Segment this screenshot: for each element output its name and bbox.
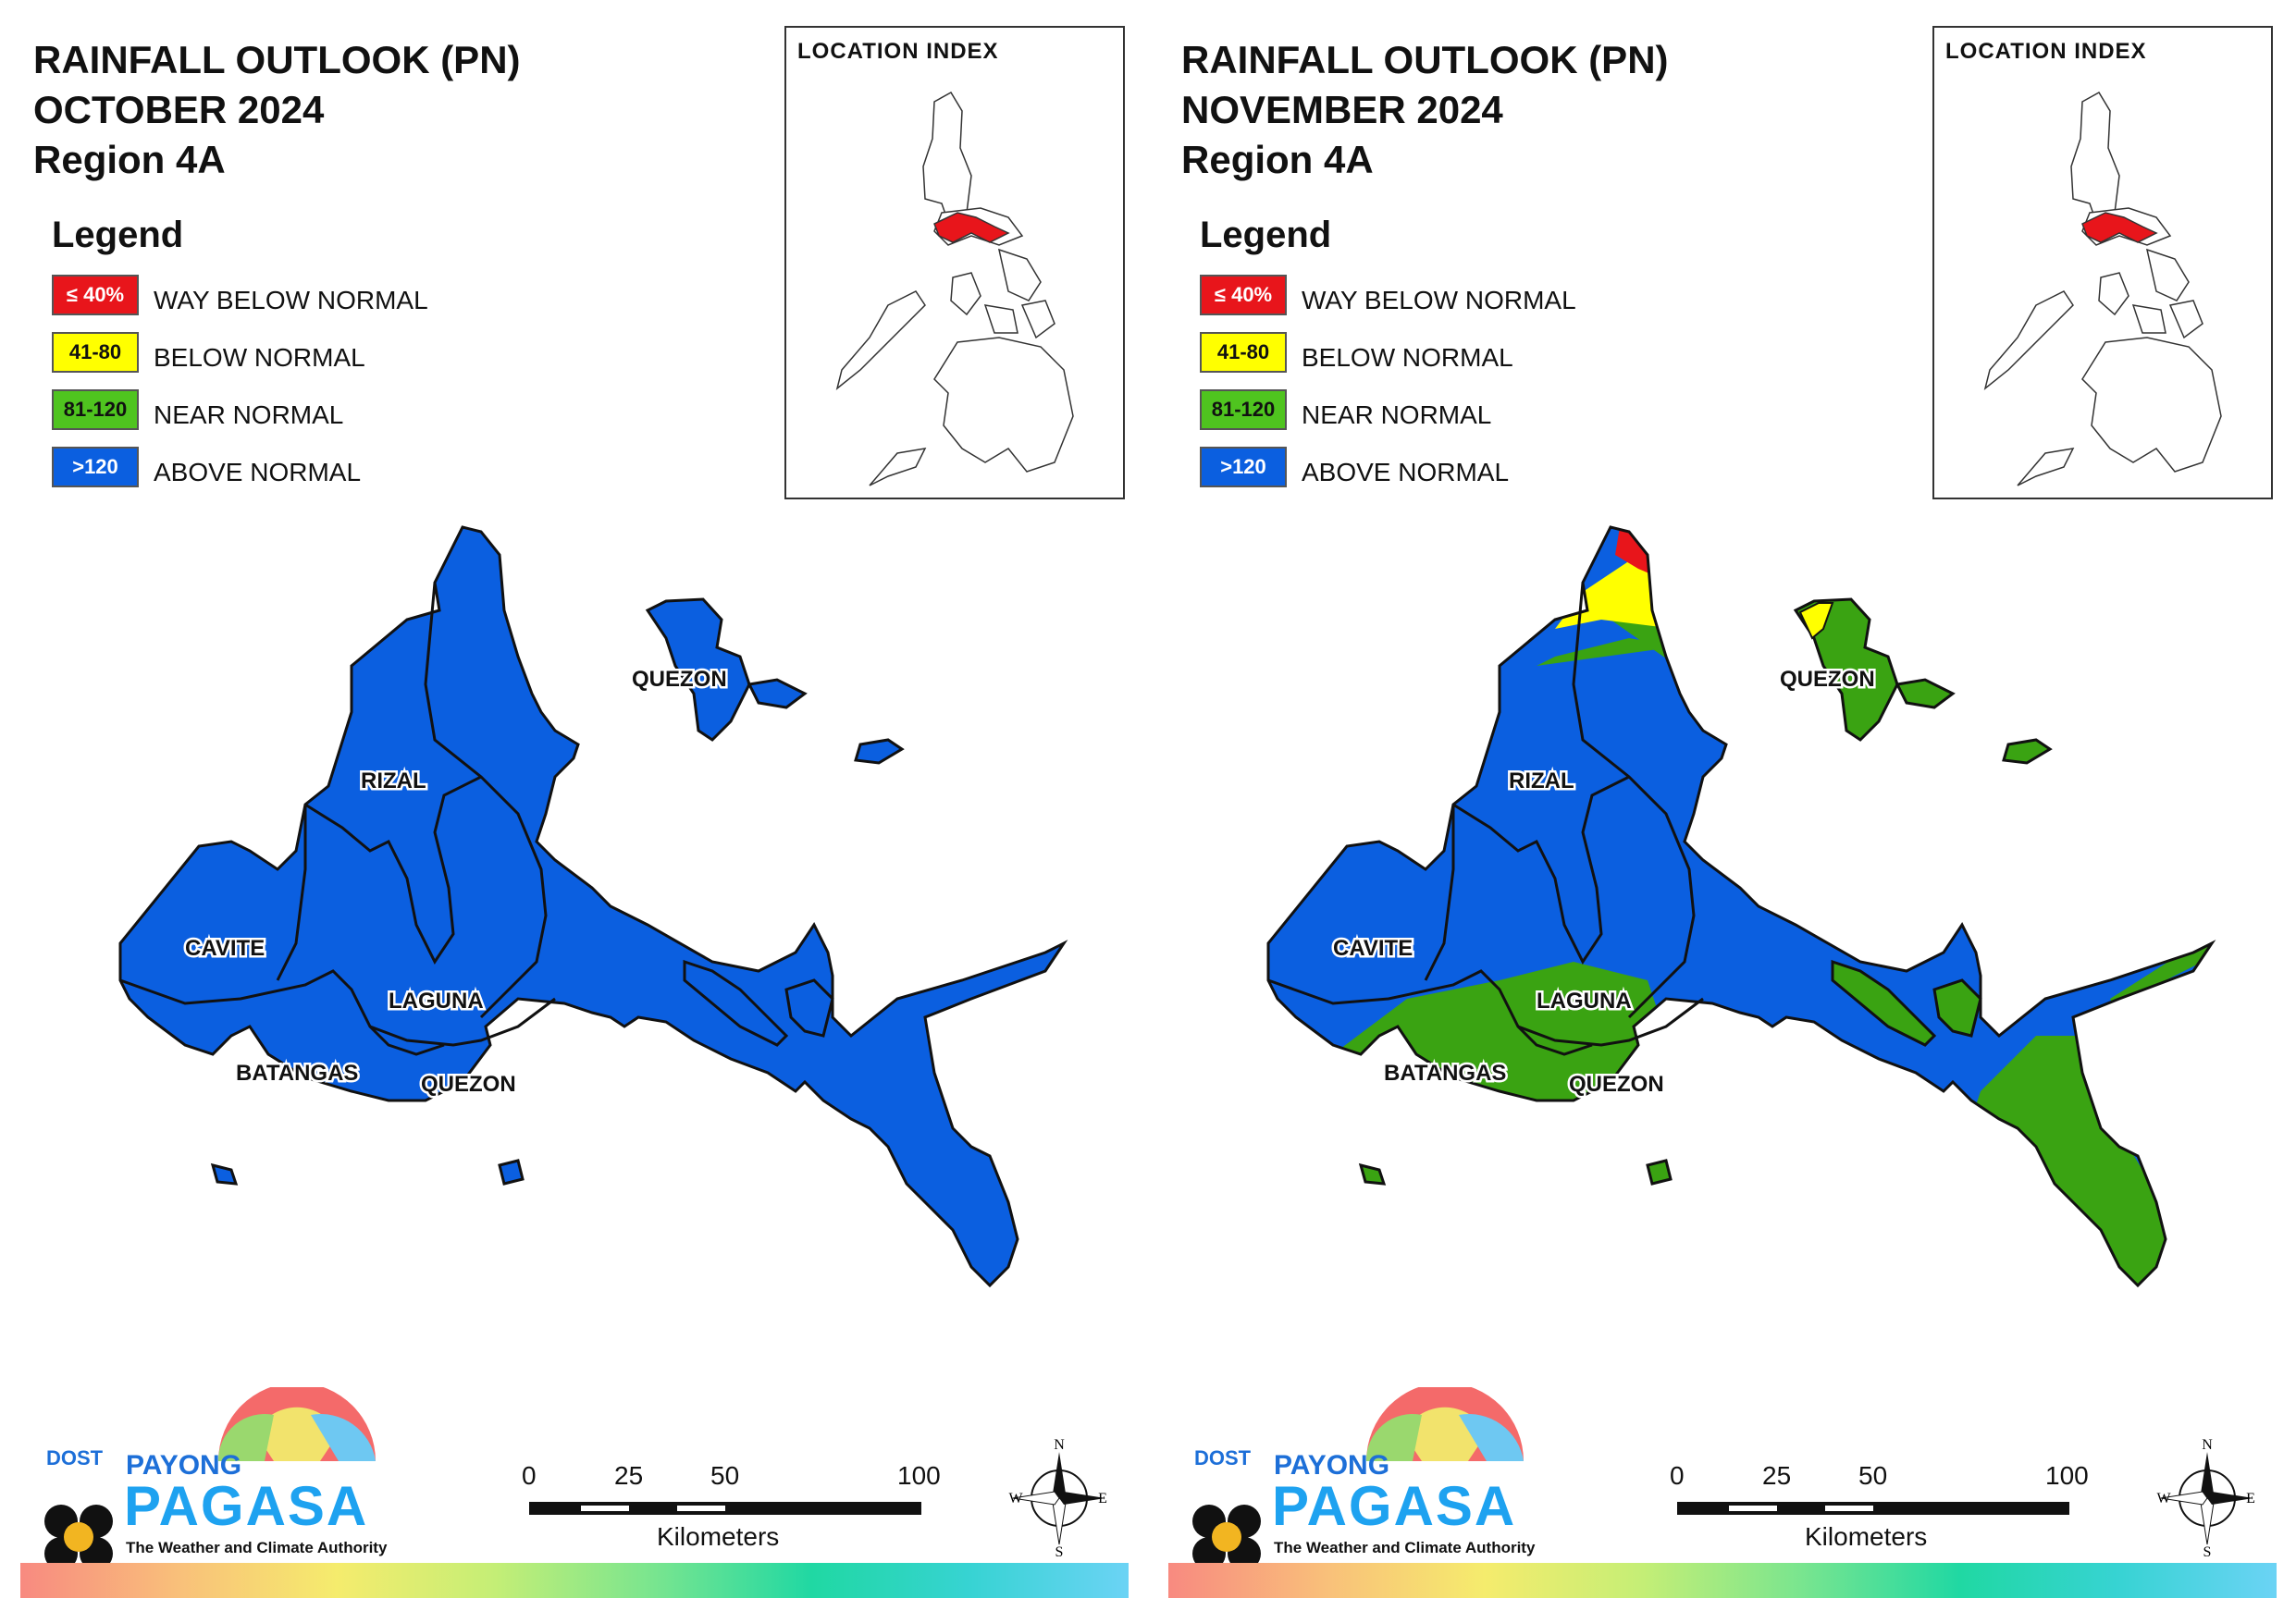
logo-pagasa: PAGASA <box>124 1475 369 1537</box>
scale-bar: 0 25 50 100 Kilometers <box>1670 1461 2089 1563</box>
panel-october: RAINFALL OUTLOOK (PN) OCTOBER 2024 Regio… <box>20 26 1129 1598</box>
compass-s: S <box>2203 1544 2212 1558</box>
logo-payong: PAYONG <box>1274 1450 1390 1481</box>
color-gradient-strip <box>1168 1563 2277 1598</box>
region-map-november: RIZAL CAVITE LAGUNA BATANGAS QUEZON QUEZ… <box>1266 525 2216 1288</box>
legend-label: BELOW NORMAL <box>1302 343 1513 372</box>
logo-payong: PAYONG <box>126 1450 242 1481</box>
scale-tick: 100 <box>897 1461 941 1490</box>
legend-swatch: 81-120 <box>52 389 139 430</box>
legend-item-way-below: ≤ 40% WAY BELOW NORMAL <box>52 275 440 332</box>
compass-n: N <box>2202 1438 2213 1453</box>
label-quezon-north: QUEZON <box>1780 667 1875 692</box>
region-map-october: RIZAL CAVITE LAGUNA BATANGAS QUEZON QUEZ… <box>118 525 1068 1288</box>
label-cavite: CAVITE <box>1333 936 1413 961</box>
legend-label: BELOW NORMAL <box>154 343 365 372</box>
map-title: RAINFALL OUTLOOK (PN) NOVEMBER 2024 Regi… <box>1181 35 1669 185</box>
title-line-1: RAINFALL OUTLOOK (PN) <box>1181 38 1669 81</box>
logo-dost: DOST <box>46 1446 104 1469</box>
compass-e: E <box>2246 1491 2255 1506</box>
label-rizal: RIZAL <box>361 768 426 793</box>
legend-item-above: >120 ABOVE NORMAL <box>1200 447 1588 504</box>
location-index-inset: LOCATION INDEX <box>784 26 1125 499</box>
scale-tick: 0 <box>522 1461 537 1490</box>
panel-november: RAINFALL OUTLOOK (PN) NOVEMBER 2024 Regi… <box>1148 0 2296 1623</box>
inset-title: LOCATION INDEX <box>797 39 999 64</box>
title-line-3: Region 4A <box>1181 138 1374 181</box>
logo-dost: DOST <box>1194 1446 1252 1469</box>
scale-tick: 100 <box>2045 1461 2089 1490</box>
title-line-2: NOVEMBER 2024 <box>1181 88 1503 131</box>
scale-tick: 50 <box>710 1461 740 1490</box>
legend-swatch: >120 <box>52 447 139 487</box>
compass-rose-icon: N S E W <box>2156 1437 2258 1560</box>
region-4a-highlight <box>933 212 1010 243</box>
compass-w: W <box>2156 1491 2171 1506</box>
legend-item-below: 41-80 BELOW NORMAL <box>1200 332 1588 389</box>
logo-pagasa: PAGASA <box>1272 1475 1517 1537</box>
compass-rose-icon: N S E W <box>1008 1437 1110 1560</box>
compass-e: E <box>1098 1491 1107 1506</box>
location-index-inset: LOCATION INDEX <box>1932 26 2273 499</box>
legend-label: NEAR NORMAL <box>154 400 344 429</box>
label-cavite: CAVITE <box>185 936 265 961</box>
legend-label: ABOVE NORMAL <box>154 458 362 486</box>
region-4a-highlight <box>2081 212 2158 243</box>
compass-s: S <box>1055 1544 1064 1558</box>
scale-tick: 0 <box>1670 1461 1685 1490</box>
color-gradient-strip <box>20 1563 1129 1598</box>
legend-label: ABOVE NORMAL <box>1302 458 1510 486</box>
pagasa-logo: DOST PAYONG PAGASA The Weather and Clima… <box>1181 1383 1551 1570</box>
legend-swatch: 81-120 <box>1200 389 1287 430</box>
legend-swatch: 41-80 <box>52 332 139 373</box>
title-line-3: Region 4A <box>33 138 226 181</box>
label-laguna: LAGUNA <box>1537 989 1632 1014</box>
label-batangas: BATANGAS <box>1384 1061 1506 1086</box>
legend-swatch: >120 <box>1200 447 1287 487</box>
legend-swatch: 41-80 <box>1200 332 1287 373</box>
logo-tagline: The Weather and Climate Authority <box>1274 1539 1536 1556</box>
label-rizal: RIZAL <box>1509 768 1574 793</box>
scale-bar: 0 25 50 100 Kilometers <box>522 1461 941 1563</box>
label-batangas: BATANGAS <box>236 1061 358 1086</box>
legend-item-near: 81-120 NEAR NORMAL <box>1200 389 1588 447</box>
legend: Legend ≤ 40% WAY BELOW NORMAL 41-80 BELO… <box>52 215 440 504</box>
title-line-1: RAINFALL OUTLOOK (PN) <box>33 38 521 81</box>
label-quezon-south: QUEZON <box>1569 1072 1664 1097</box>
map-title: RAINFALL OUTLOOK (PN) OCTOBER 2024 Regio… <box>33 35 521 185</box>
label-laguna: LAGUNA <box>389 989 484 1014</box>
scale-unit: Kilometers <box>657 1522 780 1551</box>
legend-title: Legend <box>1200 215 1332 255</box>
umbrella-icon <box>44 1383 376 1570</box>
scale-tick: 25 <box>614 1461 644 1490</box>
legend-item-way-below: ≤ 40% WAY BELOW NORMAL <box>1200 275 1588 332</box>
legend-item-above: >120 ABOVE NORMAL <box>52 447 440 504</box>
pagasa-logo: DOST PAYONG PAGASA The Weather and Clima… <box>33 1383 403 1570</box>
scale-bar-track <box>529 1502 921 1515</box>
scale-tick: 50 <box>1858 1461 1888 1490</box>
legend-swatch: ≤ 40% <box>52 275 139 315</box>
philippines-outline-map <box>1983 91 2222 486</box>
scale-unit: Kilometers <box>1805 1522 1928 1551</box>
legend-item-below: 41-80 BELOW NORMAL <box>52 332 440 389</box>
legend-label: NEAR NORMAL <box>1302 400 1492 429</box>
label-quezon-south: QUEZON <box>421 1072 516 1097</box>
legend-label: WAY BELOW NORMAL <box>154 286 428 314</box>
inset-title: LOCATION INDEX <box>1945 39 2147 64</box>
title-line-2: OCTOBER 2024 <box>33 88 325 131</box>
legend-swatch: ≤ 40% <box>1200 275 1287 315</box>
compass-w: W <box>1008 1491 1023 1506</box>
scale-bar-track <box>1677 1502 2069 1515</box>
logo-tagline: The Weather and Climate Authority <box>126 1539 388 1556</box>
legend-label: WAY BELOW NORMAL <box>1302 286 1576 314</box>
legend-item-near: 81-120 NEAR NORMAL <box>52 389 440 447</box>
legend-title: Legend <box>52 215 184 255</box>
legend: Legend ≤ 40% WAY BELOW NORMAL 41-80 BELO… <box>1200 215 1588 504</box>
philippines-outline-map <box>835 91 1074 486</box>
umbrella-icon <box>1192 1383 1524 1570</box>
scale-tick: 25 <box>1762 1461 1792 1490</box>
label-quezon-north: QUEZON <box>632 667 727 692</box>
compass-n: N <box>1054 1438 1065 1453</box>
